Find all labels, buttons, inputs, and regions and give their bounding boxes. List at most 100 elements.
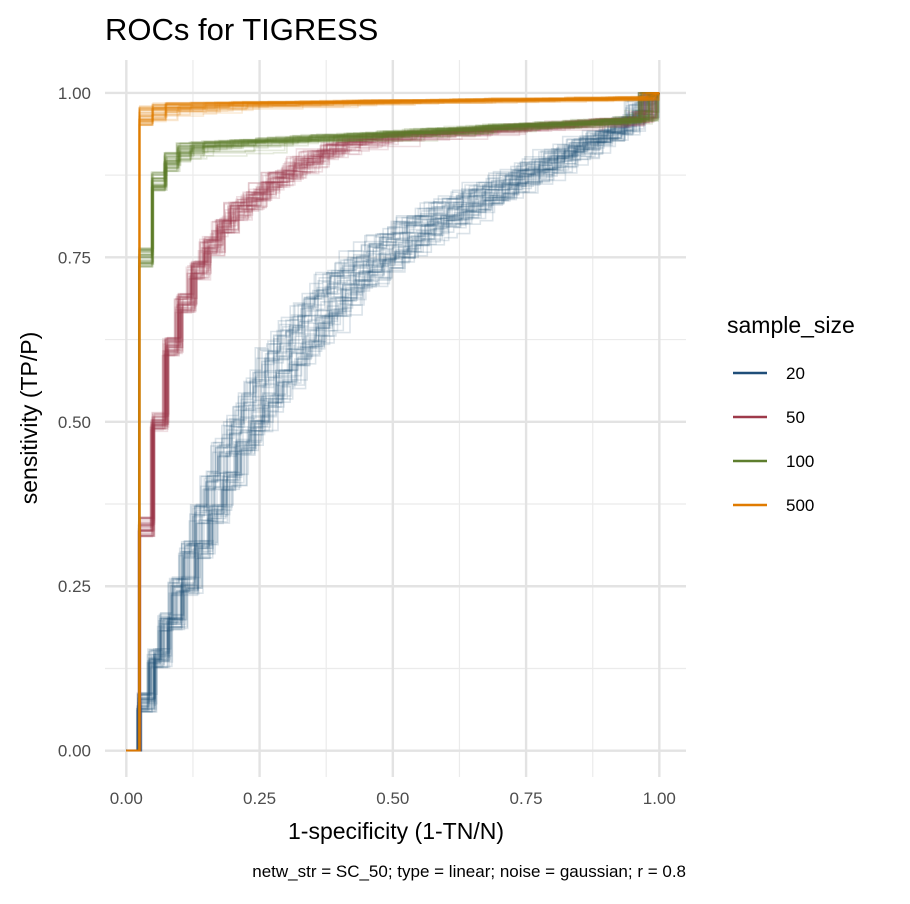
roc-curve-50: [126, 92, 660, 752]
roc-curve-20: [126, 92, 660, 752]
roc-curve-20: [126, 92, 660, 752]
major-grid: [105, 60, 686, 777]
roc-curve-20: [126, 92, 660, 752]
roc-curve-500: [126, 92, 660, 752]
roc-curve-100: [126, 92, 660, 752]
roc-curve-500: [126, 92, 660, 752]
roc-curve-500: [126, 92, 660, 752]
roc-curve-500: [126, 92, 660, 752]
roc-curve-20: [126, 92, 660, 752]
roc-curve-20: [126, 92, 660, 752]
series-layer: [126, 92, 661, 752]
series-20: [126, 92, 661, 752]
roc-curve-50: [126, 92, 660, 752]
roc-curve-50: [126, 92, 660, 752]
roc-curve-100: [126, 92, 661, 752]
roc-curve-20: [126, 92, 660, 752]
roc-curve-100: [126, 92, 660, 752]
roc-curve-50: [126, 92, 661, 752]
roc-curve-100: [126, 92, 660, 752]
roc-curve-50: [126, 92, 660, 752]
chart-title: ROCs for TIGRESS: [105, 12, 378, 47]
roc-curve-50: [126, 92, 660, 752]
roc-curve-500: [126, 92, 660, 752]
roc-curve-50: [126, 92, 660, 752]
roc-curve-100: [126, 92, 660, 752]
roc-curve-50: [126, 92, 660, 752]
roc-curve-50: [126, 92, 660, 752]
roc-curve-50: [126, 92, 660, 752]
roc-curve-100: [126, 92, 661, 752]
roc-curve-20: [126, 92, 660, 752]
roc-curve-100: [126, 92, 660, 752]
roc-curve-100: [126, 92, 660, 752]
roc-curve-100: [126, 92, 660, 752]
roc-curve-500: [126, 92, 660, 752]
roc-curve-50: [126, 92, 660, 752]
y-axis-label: sensitivity (TP/P): [16, 332, 42, 505]
roc-curve-20: [126, 92, 660, 752]
roc-curve-100: [126, 92, 660, 752]
roc-curve-50: [126, 92, 661, 752]
roc-curve-500: [126, 92, 660, 752]
y-tick-label: 0.00: [58, 742, 91, 761]
roc-curve-20: [126, 92, 660, 752]
x-axis-ticks: 0.00 0.25 0.50 0.75 1.00: [110, 789, 676, 808]
roc-curve-100: [126, 92, 660, 752]
roc-curve-100: [126, 92, 660, 752]
roc-curve-500: [126, 92, 660, 752]
roc-curve-100: [126, 92, 660, 752]
legend-item-100: 100: [733, 452, 814, 471]
roc-curve-20: [126, 92, 660, 752]
roc-curve-500: [126, 92, 660, 752]
roc-curve-500: [126, 92, 660, 752]
legend-label: 100: [786, 452, 814, 471]
roc-curve-500: [126, 92, 660, 752]
legend-label: 20: [786, 364, 805, 383]
roc-curve-20: [126, 92, 660, 752]
roc-curve-500: [126, 92, 660, 752]
roc-curve-100: [126, 92, 660, 752]
roc-curve-50: [126, 92, 660, 752]
roc-curve-20: [126, 92, 660, 752]
roc-curve-20: [126, 92, 660, 752]
roc-curve-20: [126, 92, 660, 752]
roc-curve-20: [126, 92, 660, 752]
roc-curve-20: [126, 92, 660, 752]
roc-curve-100: [126, 92, 660, 752]
roc-curve-100: [126, 92, 660, 752]
roc-curve-500: [126, 92, 660, 752]
roc-curve-100: [126, 92, 660, 752]
x-tick-label: 0.75: [510, 789, 543, 808]
roc-curve-50: [126, 92, 660, 752]
legend-item-500: 500: [733, 496, 814, 515]
roc-curve-500: [126, 92, 660, 752]
roc-curve-20: [126, 92, 660, 752]
roc-curve-500: [126, 92, 660, 752]
roc-curve-20: [126, 92, 660, 752]
roc-curve-500: [126, 92, 660, 752]
roc-curve-100: [126, 92, 660, 752]
roc-curve-50: [126, 92, 660, 752]
roc-curve-500: [126, 92, 660, 752]
roc-curve-500: [126, 92, 660, 752]
roc-curve-20: [126, 92, 660, 752]
y-tick-label: 0.75: [58, 248, 91, 267]
roc-curve-50: [126, 92, 660, 752]
roc-curve-500: [126, 92, 660, 752]
roc-curve-100: [126, 92, 660, 752]
roc-curve-50: [126, 92, 660, 752]
roc-curve-100: [126, 92, 660, 752]
roc-curve-50: [126, 92, 660, 752]
roc-curve-20: [126, 92, 660, 752]
roc-curve-100: [126, 92, 660, 752]
roc-curve-50: [126, 92, 660, 752]
roc-curve-500: [126, 92, 660, 752]
x-axis-label: 1-specificity (1-TN/N): [288, 818, 504, 844]
roc-curve-500: [126, 92, 661, 752]
roc-curve-50: [126, 92, 660, 752]
legend-label: 500: [786, 496, 814, 515]
roc-curve-100: [126, 92, 660, 752]
